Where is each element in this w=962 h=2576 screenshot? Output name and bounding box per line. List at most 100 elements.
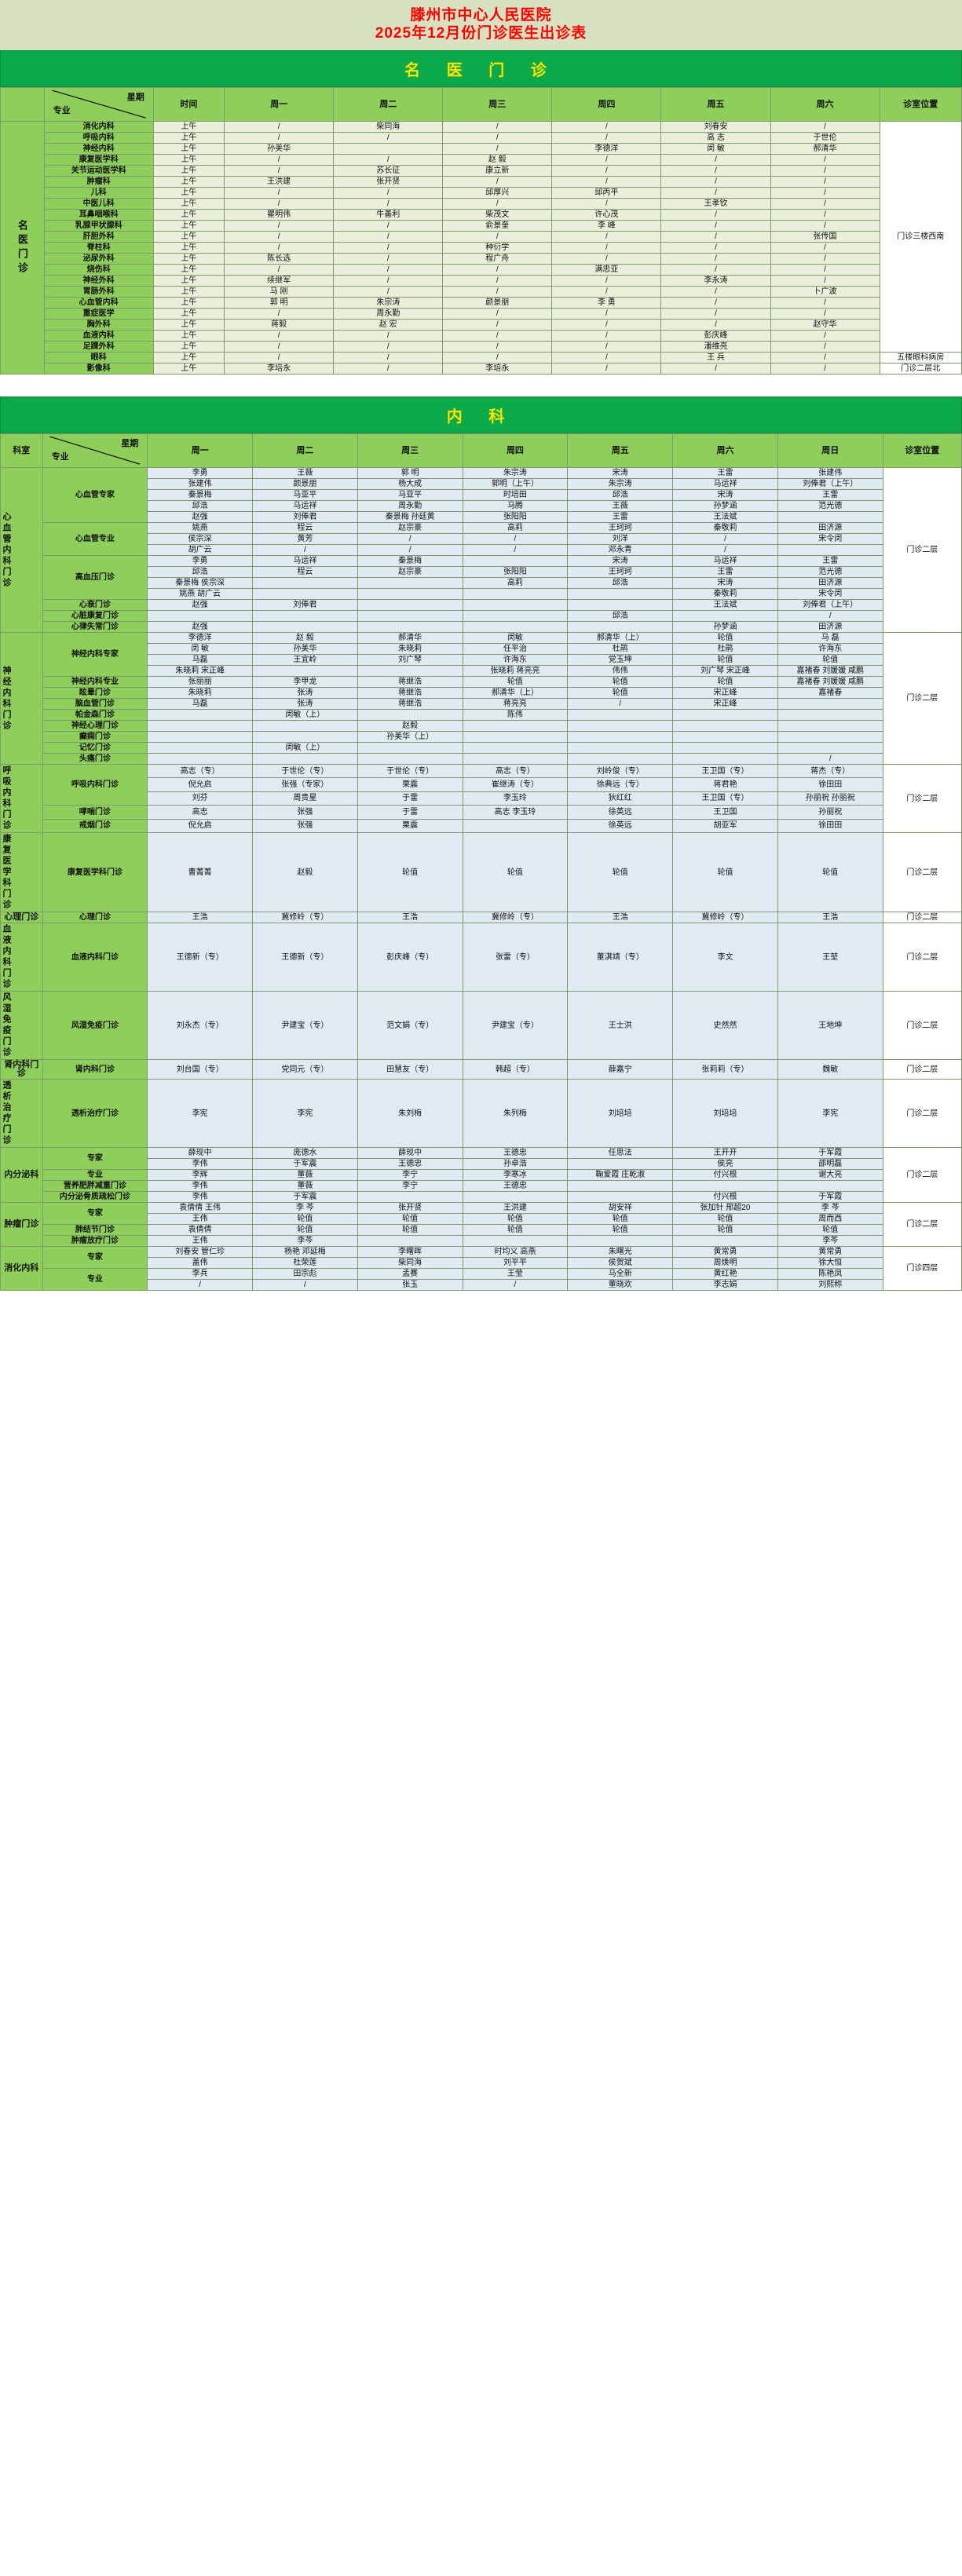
- room-location: 门诊二层: [882, 1147, 962, 1203]
- specialty-name: 康复医学科: [43, 154, 154, 166]
- doctor-cell: /: [333, 352, 444, 364]
- doctor-cell: 马磊: [147, 654, 254, 666]
- doctor-cell: /: [224, 220, 335, 232]
- doctor-cell: [777, 731, 883, 743]
- table-row: 康复医学科 上午 / / 赵 毅 / / /: [1, 154, 962, 166]
- doctor-cell: 王雷: [777, 489, 883, 501]
- header-corner: 专业 星期: [42, 433, 148, 468]
- block-label: 专业: [42, 1268, 148, 1291]
- corner-major-label: 专业: [53, 106, 71, 115]
- doctor-cell: 李文: [672, 923, 778, 992]
- doctor-cell: /: [770, 275, 880, 287]
- doctor-cell: [252, 621, 358, 633]
- doctor-cell: 田济源: [777, 577, 883, 589]
- table-row: 心血管专业 姚燕 程云 赵宗豪 高莉 王珂珂 秦敬莉 田济源: [1, 522, 962, 556]
- doctor-cell: 张开贤: [357, 1202, 463, 1214]
- doctor-cell: 王雷: [672, 566, 778, 578]
- doctor-cell: /: [442, 341, 553, 353]
- time-slot: 上午: [152, 143, 225, 155]
- doctor-cell: 王珂珂: [567, 522, 674, 534]
- doctor-cell: /: [551, 132, 662, 144]
- doctor-cell: 尹建宝（专）: [252, 991, 358, 1060]
- doctor-cell: /: [224, 198, 335, 210]
- block-label: 戒烟门诊: [42, 818, 148, 834]
- table-row: 肿瘤门诊 专家 袁倩倩 王伟李 芩张开贤 王洪建 胡安祥 张加针 邢超20 李 芩门诊二层: [0, 1202, 962, 1247]
- doctor-cell: 张开贤: [333, 176, 444, 188]
- table-row: 脑血管门诊 马磊 张涛 蒋继浩 蒋亮亮 / 宋正峰: [1, 698, 962, 710]
- table-row: 乳腺甲状腺科 上午 / / 俞景奎李 峰 / /: [1, 220, 962, 232]
- specialty-name: 心血管内科: [43, 297, 154, 309]
- doctor-cell: 轮值: [567, 1224, 674, 1236]
- header-corner: 专业 星期: [43, 87, 154, 122]
- doctor-cell: 王德新（专）: [147, 923, 254, 992]
- doctor-cell: 李伟: [147, 1180, 254, 1192]
- table-row: 神经心理门诊 赵毅: [1, 720, 962, 732]
- doctor-cell: 王堃: [777, 923, 883, 992]
- doctor-cell: /: [224, 352, 335, 364]
- doctor-cell: 颜景朋: [252, 478, 358, 490]
- block-label: 心血管专家: [42, 467, 148, 523]
- doctor-cell: 种衍学: [442, 242, 553, 254]
- doctor-cell: [357, 621, 463, 633]
- doctor-cell: [567, 742, 674, 754]
- time-slot: 上午: [152, 176, 225, 188]
- doctor-cell: 赵强: [147, 621, 254, 633]
- doctor-cell: 于世伦（专）: [357, 763, 463, 779]
- doctor-cell: 李 勇: [551, 297, 662, 309]
- doctor-cell: 闵敏: [462, 632, 569, 644]
- doctor-cell: 刘俸君（上午）: [777, 478, 883, 490]
- doctor-cell: 王士洪: [567, 991, 674, 1060]
- doctor-cell: 朱晓莉 宋正峰: [147, 665, 254, 677]
- doctor-cell: /: [660, 231, 771, 243]
- doctor-cell: 高志（专）: [462, 763, 569, 779]
- doctor-cell: /: [551, 319, 662, 331]
- block-label: 肺结节门诊: [42, 1224, 148, 1236]
- doctor-cell: 邱厚兴: [442, 187, 553, 199]
- doctor-cell: [462, 555, 569, 567]
- doctor-cell: 郝清华: [357, 632, 463, 644]
- doctor-cell: 邱丙平: [551, 187, 662, 199]
- doctor-cell: [252, 665, 358, 677]
- block-label: 心衰门诊: [42, 599, 148, 611]
- table-row: 呼吸内科门诊 呼吸内科门诊 高志（专） 于世伦（专） 于世伦（专） 高志（专） 刘岭俊（专）…: [0, 763, 962, 833]
- doctor-cell: 赵强: [147, 599, 254, 611]
- doctor-cell: 李培永: [442, 363, 553, 375]
- specialty-name: 乳腺甲状腺科: [43, 220, 154, 232]
- doctor-cell: 许心茂: [551, 209, 662, 221]
- doctor-cell: /: [660, 363, 771, 375]
- doctor-cell: 蒋杰（专）: [777, 763, 883, 779]
- table-row: 盖伟 杜荣莲 柴同海 刘平平 侯贺斌 周焕明 徐大恒: [1, 1257, 962, 1269]
- doctor-cell: /: [442, 308, 553, 320]
- doctor-cell: [672, 720, 778, 732]
- doctor-cell: /: [770, 352, 880, 364]
- doctor-cell: 孙丽祝: [777, 805, 883, 820]
- doctor-cell: /: [333, 242, 444, 254]
- block-label: 肾内科门诊: [42, 1059, 148, 1080]
- doctor-cell: 李宁: [357, 1169, 463, 1181]
- doctor-cell: 范文娟（专）: [357, 991, 463, 1060]
- doctor-cell: /: [777, 753, 883, 765]
- header-sat: 周六: [672, 433, 778, 468]
- doctor-cell: 王开开: [672, 1147, 778, 1159]
- doctor-cell: 孙梦涵: [672, 621, 778, 633]
- doctor-cell: [672, 731, 778, 743]
- doctor-cell: 轮值: [357, 832, 463, 912]
- doctor-cell: /: [224, 165, 335, 177]
- doctor-cell: 王伟: [147, 1213, 254, 1225]
- time-slot: 上午: [152, 220, 225, 232]
- doctor-cell: [672, 709, 778, 721]
- doctor-cell: 董淇靖（专）: [567, 923, 674, 992]
- table-row: 癫痫门诊 孙美华（上）: [1, 731, 962, 743]
- doctor-cell: [357, 753, 463, 765]
- header-tue: 周二: [333, 87, 444, 122]
- doctor-cell: 周而西: [777, 1213, 883, 1225]
- time-slot: 上午: [152, 165, 225, 177]
- internal-medicine-body: 心血管内科门诊 心血管专家 李勇 王薇郭 明朱宗涛 宋涛 王雷 张建伟 门诊二层 张建伟 颜景朋杨…: [0, 467, 962, 1291]
- doctor-cell: 许海东: [777, 643, 883, 655]
- doctor-cell: 李兵: [147, 1268, 254, 1280]
- doctor-cell: /: [770, 341, 880, 353]
- corner-week-label: 星期: [126, 93, 144, 102]
- table-row: 眼科 上午 / / / / 王 兵 / 五楼眼科病房: [1, 352, 962, 364]
- doctor-cell: 田济源: [777, 522, 883, 534]
- doctor-cell: 蒋继浩: [357, 698, 463, 710]
